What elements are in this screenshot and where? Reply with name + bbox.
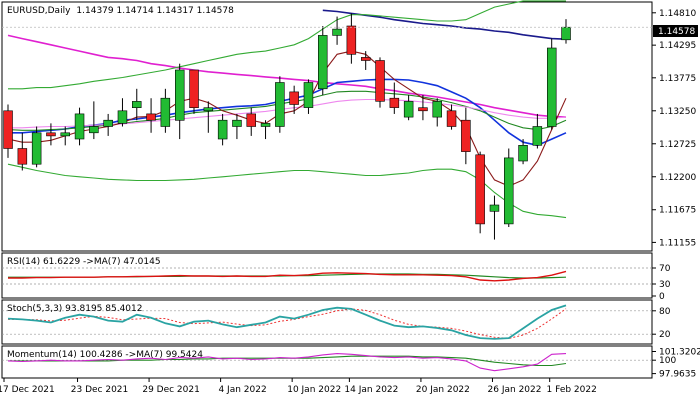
candle-body	[260, 123, 271, 127]
x-tick-label: 29 Dec 2021	[142, 385, 200, 395]
price-tick-label: 1.11675	[659, 206, 696, 216]
candle-body	[432, 101, 442, 118]
candle-body	[232, 119, 242, 127]
candle-body	[31, 132, 42, 165]
indicator-line	[8, 0, 566, 90]
candle-body	[546, 47, 557, 127]
price-tick-label: 1.12725	[659, 140, 696, 150]
candle-body	[289, 91, 299, 105]
candle-body	[89, 126, 99, 134]
x-tick-label: 14 Jan 2022	[344, 385, 398, 395]
candle-body	[332, 28, 342, 36]
candle-body	[117, 110, 128, 124]
sub-tick-label: 0	[659, 292, 665, 302]
candle-body	[461, 119, 471, 152]
price-tick-label: 1.14295	[659, 41, 696, 51]
candle-body	[503, 157, 514, 225]
candle-body	[475, 154, 485, 225]
candle-body	[561, 26, 571, 41]
sub-tick-label: 70	[659, 264, 671, 274]
candle-body	[532, 126, 543, 146]
candle-body	[303, 82, 314, 108]
indicator-line	[8, 98, 567, 129]
price-tick-label: 1.14810	[659, 9, 696, 19]
candle-body	[3, 110, 13, 149]
candle-body	[103, 119, 113, 127]
candle-body	[46, 132, 56, 137]
candle-body	[446, 110, 457, 127]
indicator-line	[8, 78, 567, 147]
stoch-panel: 80 20	[2, 304, 671, 340]
candle-body	[275, 82, 285, 127]
price-tick-label: 1.13250	[659, 107, 696, 117]
x-tick-label: 20 Jan 2022	[416, 385, 470, 395]
candle-body	[403, 101, 414, 118]
x-tick-label: 4 Jan 2022	[218, 385, 266, 395]
candle-body	[189, 69, 199, 109]
rsi-panel-frame	[1, 252, 653, 299]
sub-tick-label: 30	[659, 280, 671, 290]
sub-tick-label: 101.3202	[659, 348, 700, 358]
indicator-series-line	[8, 308, 567, 340]
price-tick-label: 1.11155	[659, 238, 696, 248]
candle-body	[74, 113, 85, 140]
momentum-panel-frame	[1, 345, 653, 379]
candle-body	[146, 113, 156, 121]
rsi-label: RSI(14) 61.6229 ->MA(7) 47.0145	[7, 257, 161, 267]
candle-body	[346, 25, 357, 55]
candle-body	[317, 35, 328, 90]
main-panel-frame	[1, 1, 653, 252]
candle-body	[246, 113, 257, 127]
indicator-line	[7, 163, 567, 219]
price-tick-label: 1.13775	[659, 74, 696, 84]
candle-body	[175, 69, 185, 121]
current-price-label: 1.14578	[658, 27, 695, 37]
sub-tick-label: 100	[659, 356, 676, 366]
candle-body	[203, 107, 214, 112]
sub-tick-label: 80	[659, 307, 671, 317]
x-tick-label: 23 Dec 2021	[71, 385, 129, 395]
chart-title: EURUSD,Daily 1.14379 1.14714 1.14317 1.14…	[7, 6, 234, 16]
x-tick-label: 1 Feb 2022	[547, 385, 597, 395]
current-price-box	[653, 25, 698, 37]
candle-body	[160, 97, 171, 127]
candles	[3, 13, 571, 240]
candle-body	[375, 60, 385, 102]
candle-body	[489, 204, 500, 212]
price-tick-label: 1.12200	[659, 173, 696, 183]
candle-body	[17, 148, 28, 165]
indicator-series-line	[7, 304, 567, 340]
stoch-label: Stoch(5,3,3) 93.8195 85.4012	[7, 304, 142, 314]
sub-tick-label: 20	[659, 330, 671, 340]
candle-body	[360, 57, 371, 61]
x-tick-label: 17 Dec 2021	[0, 385, 55, 395]
candle-body	[418, 107, 428, 112]
x-tick-label: 10 Jan 2022	[287, 385, 341, 395]
candle-body	[217, 119, 228, 140]
stoch-panel-frame	[1, 299, 653, 345]
x-axis: 17 Dec 2021 23 Dec 2021 29 Dec 2021 4 Jan 2…	[0, 378, 597, 395]
indicator-series-line	[7, 353, 567, 372]
symbol-label: EURUSD,Daily	[7, 6, 71, 16]
candle-body	[389, 97, 400, 108]
momentum-label: Momentum(14) 100.4286 ->MA(7) 99.5424	[7, 350, 203, 360]
ohlc-header: 1.14379 1.14714 1.14317 1.14578	[76, 6, 234, 16]
candle-body	[132, 101, 142, 109]
candle-body	[518, 145, 528, 162]
sub-tick-label: 97.9635	[659, 370, 696, 380]
candle-body	[60, 132, 70, 137]
price-axis: 1.14810 1.14295 1.13775 1.13250 1.12725 1.122…	[2, 9, 696, 248]
rsi-panel: 70 30 0	[2, 264, 671, 302]
main-indicator-lines	[7, 0, 567, 219]
x-tick-label: 26 Jan 2022	[488, 385, 542, 395]
indicator-line	[7, 50, 567, 187]
indicator-series-line	[8, 270, 567, 282]
